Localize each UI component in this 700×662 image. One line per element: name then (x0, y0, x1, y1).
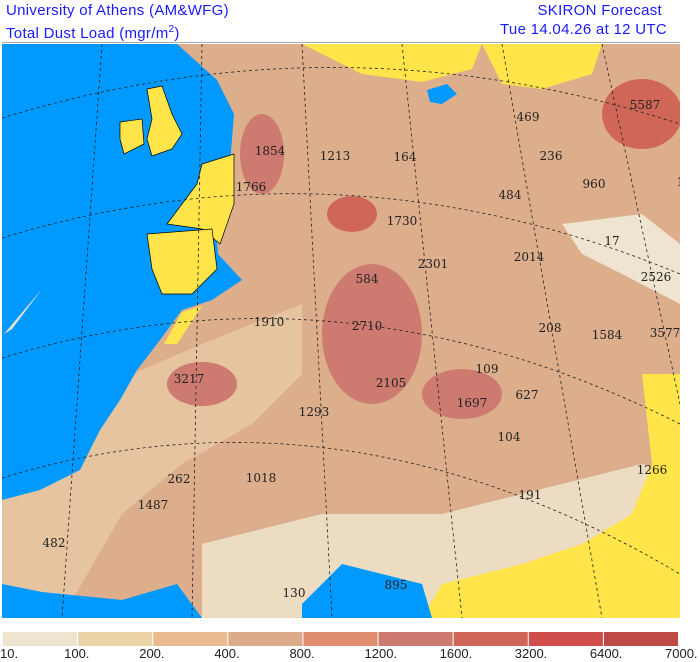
colorbar-swatch (528, 632, 603, 646)
value-label: 164 (394, 150, 417, 164)
colorbar-swatch (228, 632, 303, 646)
colorbar-tick: 800. (289, 646, 315, 661)
value-label: 192 (677, 175, 680, 189)
value-label: 1910 (254, 315, 285, 329)
value-label: 5587 (630, 98, 661, 112)
value-label: 208 (539, 321, 562, 335)
value-label: 1730 (387, 214, 418, 228)
morocco-coast (164, 306, 202, 344)
variable-close: ) (174, 25, 180, 42)
colorbar-tick: 200. (139, 646, 165, 661)
colorbar-tick: 100. (64, 646, 90, 661)
value-label: 1766 (236, 180, 267, 194)
value-label: 1854 (255, 144, 286, 158)
value-label: 482 (43, 536, 66, 550)
colorbar-swatch (78, 632, 153, 646)
dust-blob (322, 264, 422, 404)
value-label: 1697 (457, 396, 488, 410)
value-label: 2526 (641, 270, 672, 284)
value-label: 1293 (299, 405, 330, 419)
colorbar-swatch (378, 632, 453, 646)
value-label: 2301 (418, 257, 449, 271)
value-label: 895 (385, 578, 408, 592)
variable-title: Total Dust Load (mgr/m2) (6, 21, 180, 43)
value-label: 3577 (650, 326, 680, 340)
value-label: 1487 (138, 498, 169, 512)
colorbar-tick: 400. (214, 646, 240, 661)
colorbar-swatch (3, 632, 78, 646)
value-label: 3217 (174, 372, 205, 386)
colorbar-tick: 1600. (439, 646, 473, 661)
dust-zone-verylow-east (562, 214, 680, 304)
value-label: 17 (604, 234, 619, 248)
colorbar-tick: 10. (0, 646, 19, 661)
colorbar-tick: 7000. (665, 646, 698, 661)
low-dust-southeast (422, 374, 680, 618)
colorbar-tick: 6400. (589, 646, 623, 661)
value-label: 2710 (352, 319, 383, 333)
colorbar-tick: 1200. (364, 646, 398, 661)
value-label: 960 (583, 177, 606, 191)
great-britain (146, 85, 183, 157)
value-label: 1584 (592, 328, 623, 342)
value-label: 1266 (637, 463, 668, 477)
iberia (146, 228, 218, 295)
value-label: 627 (516, 388, 539, 402)
value-label: 2014 (514, 250, 545, 264)
value-label: 2105 (376, 376, 407, 390)
value-label: 104 (498, 430, 521, 444)
dust-blob (240, 114, 284, 194)
value-label: 484 (499, 188, 522, 202)
value-label: 191 (519, 488, 542, 502)
value-label: 1018 (246, 471, 277, 485)
gulf-of-guinea-west (2, 584, 202, 618)
value-label: 469 (517, 110, 540, 124)
dust-blob (422, 369, 502, 419)
forecast-time: Tue 14.04.26 at 12 UTC (500, 21, 667, 38)
gulf-of-guinea (302, 564, 432, 618)
forecast-title: SKIRON Forecast (537, 2, 662, 19)
low-dust-northeast (482, 44, 602, 89)
atlantic-ocean (2, 44, 242, 500)
colorbar-swatch (603, 632, 678, 646)
dust-blob (602, 79, 680, 149)
graticule (2, 44, 680, 618)
unit-superscript: 2 (168, 24, 175, 35)
variable-name: Total Dust Load (mgr/m (6, 25, 169, 42)
dust-blob (327, 196, 377, 232)
dust-blob (167, 362, 237, 406)
azores-plume (4, 289, 42, 334)
value-label: 262 (168, 472, 191, 486)
value-label: 584 (356, 272, 379, 286)
colorbar-swatch (303, 632, 378, 646)
value-label: 1213 (320, 149, 351, 163)
value-label: 236 (540, 149, 563, 163)
black-sea (427, 84, 457, 104)
colorbar-swatch (453, 632, 528, 646)
colorbar-tick: 3200. (514, 646, 548, 661)
value-labels: 5587 469 1854 1213 164 236 960 192 1766 484 1730 17… (43, 98, 680, 600)
ireland (119, 118, 145, 155)
institution-title: University of Athens (AM&WFG) (6, 2, 229, 19)
dust-map: 5587 469 1854 1213 164 236 960 192 1766 484 1730 17… (2, 44, 680, 618)
value-label: 130 (283, 586, 306, 600)
colorbar-swatch (153, 632, 228, 646)
header-divider (2, 42, 680, 43)
value-label: 109 (476, 362, 499, 376)
colorbar (3, 632, 678, 646)
